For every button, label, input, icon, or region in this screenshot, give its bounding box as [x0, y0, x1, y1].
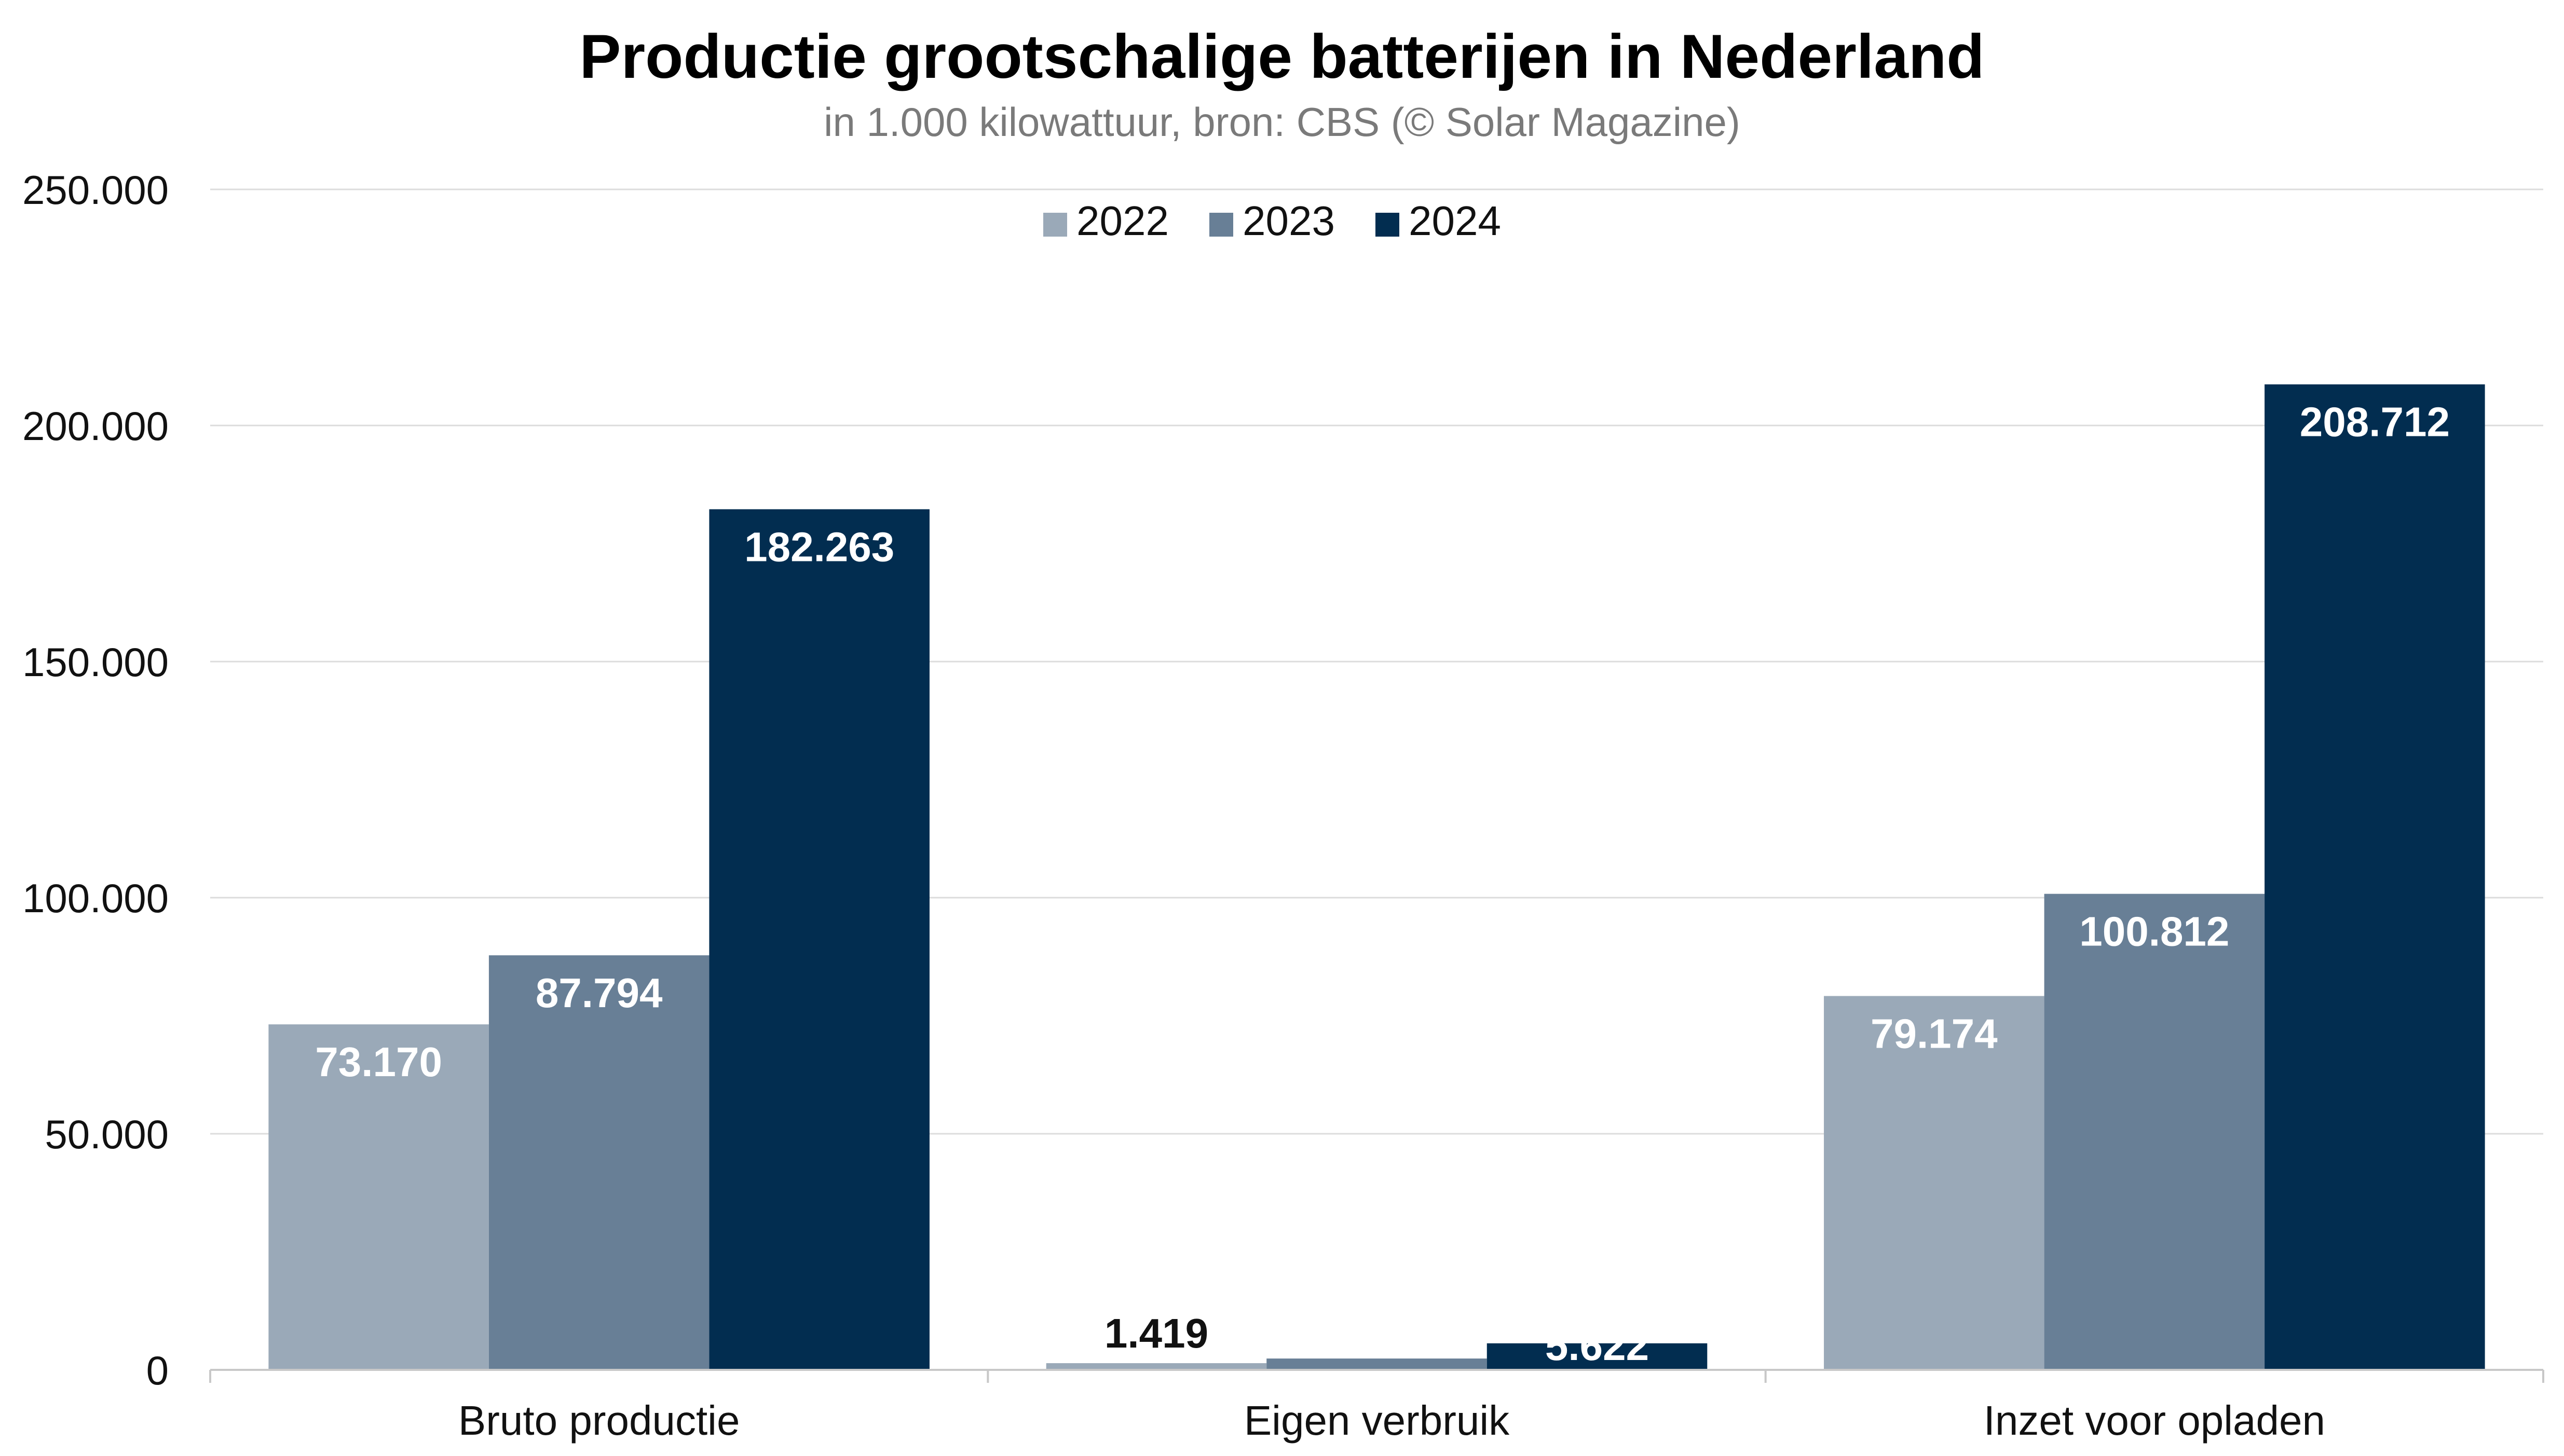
x-category-label: Inzet voor opladen [1984, 1397, 2325, 1444]
bar-2024-0 [709, 509, 930, 1370]
bar-2022-2 [1824, 996, 2044, 1370]
y-tick-label: 50.000 [45, 1111, 169, 1157]
x-category-label: Bruto productie [458, 1397, 740, 1444]
bar-2022-0 [268, 1024, 489, 1370]
data-label: 79.174 [1871, 1011, 1998, 1057]
y-tick-label: 100.000 [22, 875, 169, 921]
data-label: 87.794 [536, 970, 663, 1016]
data-label: 5.622 [1545, 1323, 1649, 1369]
bar-2023-0 [488, 955, 710, 1370]
bar-2024-2 [2265, 384, 2485, 1370]
legend-label: 2023 [1243, 198, 1335, 244]
data-label: 100.812 [2079, 909, 2229, 955]
chart-subtitle: in 1.000 kilowattuur, bron: CBS (© Solar… [824, 99, 1740, 145]
legend-label: 2024 [1409, 198, 1501, 244]
bars [268, 384, 2485, 1370]
bar-2024-1 [1486, 1343, 1708, 1370]
y-tick-label: 200.000 [22, 403, 169, 449]
data-label: 1.419 [1104, 1310, 1208, 1356]
chart-title: Productie grootschalige batterijen in Ne… [579, 22, 1985, 91]
legend-swatch [1043, 213, 1067, 237]
data-label: 208.712 [2300, 399, 2450, 445]
bar-2023-1 [1266, 1358, 1487, 1370]
legend-swatch [1375, 213, 1399, 237]
data-label: 182.263 [744, 524, 894, 570]
data-labels: 73.170 87.794 182.263 1.419 5.622 79.174 100.8… [315, 399, 2450, 1369]
y-tick-label: 250.000 [22, 167, 169, 213]
bar-2022-1 [1046, 1363, 1267, 1370]
legend-label: 2022 [1076, 198, 1169, 244]
y-axis: 0 50.000 100.000 150.000 200.000 250.000 [22, 167, 169, 1393]
legend-swatch [1209, 213, 1233, 237]
legend: 2022 2023 2024 [1043, 198, 1501, 244]
data-label: 73.170 [315, 1039, 442, 1085]
x-category-label: Eigen verbruik [1244, 1397, 1510, 1444]
x-axis: Bruto productie Eigen verbruik Inzet voor … [209, 1369, 2544, 1444]
y-tick-label: 0 [146, 1348, 169, 1393]
bar-2023-2 [2044, 894, 2265, 1370]
y-tick-label: 150.000 [22, 639, 169, 685]
